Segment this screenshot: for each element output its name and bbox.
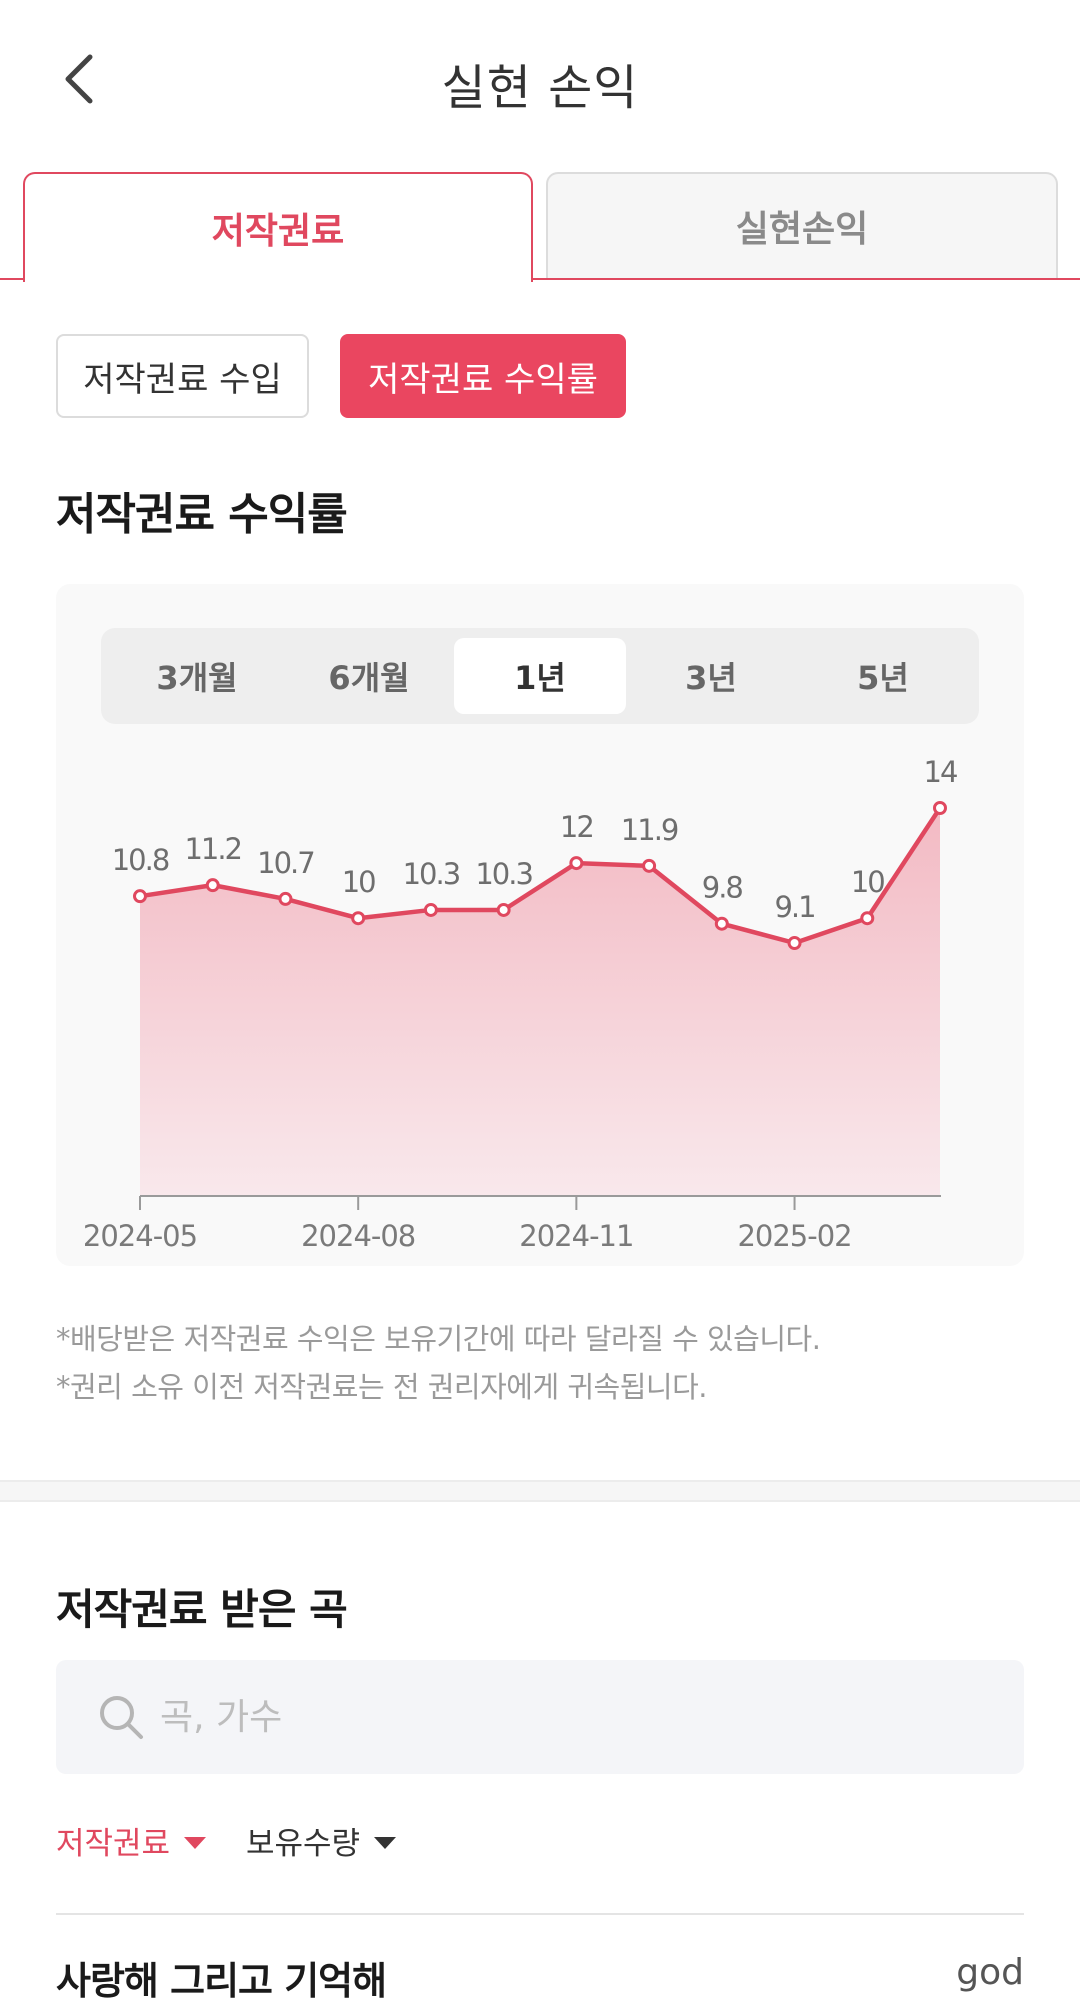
royalty-yield-button[interactable]: 저작권료 수익률 (340, 334, 626, 418)
series-line (139, 806, 942, 946)
data-point (714, 916, 729, 931)
filter-quantity-label: 보유수량 (246, 1826, 361, 1862)
data-label: 10 (342, 865, 375, 899)
period-selector: 3개월 6개월 1년 3년 5년 (101, 628, 979, 724)
main-tabs: 저작권료 실현손익 (0, 172, 1080, 282)
data-point (496, 902, 511, 917)
data-point (133, 889, 147, 904)
song-search-box[interactable] (56, 1660, 1024, 1774)
data-point (933, 801, 947, 815)
search-icon (100, 1696, 143, 1739)
data-point (787, 936, 802, 950)
data-label: 9.1 (774, 890, 814, 924)
data-point (351, 911, 366, 926)
royalty-income-button[interactable]: 저작권료 수입 (56, 334, 309, 418)
caret-down-icon (374, 1836, 397, 1849)
data-point (423, 902, 438, 917)
period-3m[interactable]: 3개월 (156, 659, 238, 697)
chevron-left-icon (65, 54, 93, 104)
period-3y[interactable]: 3년 (685, 659, 737, 697)
top-bar: 실현 손익 (0, 0, 1080, 160)
data-label: 14 (924, 755, 957, 789)
yield-chart: 2024-05 2024-08 2024-11 2025-02 10.8 11.2 10.… (83, 755, 959, 1253)
period-5y[interactable]: 5년 (857, 659, 909, 697)
section-divider (0, 1480, 1080, 1502)
period-1y[interactable]: 1년 (454, 638, 626, 714)
x-tick-label: 2024-08 (301, 1219, 415, 1253)
data-label: 10 (851, 865, 884, 899)
note-1: *배당받은 저작권료 수익은 보유기간에 따라 달라질 수 있습니다. (56, 1322, 821, 1356)
filter-royalty-label: 저작권료 (56, 1826, 171, 1862)
song-artist: god (956, 1952, 1024, 1993)
data-label: 12 (560, 810, 593, 844)
tab-baseline (0, 278, 1080, 280)
data-point (642, 858, 657, 873)
data-label: 9.8 (702, 871, 743, 905)
x-tick-label: 2024-05 (83, 1219, 197, 1253)
period-6m[interactable]: 6개월 (328, 659, 410, 697)
tab-royalty[interactable]: 저작권료 (23, 172, 533, 282)
note-2: *권리 소유 이전 저작권료는 전 권리자에게 귀속됩니다. (56, 1370, 708, 1404)
data-label: 10.3 (403, 857, 460, 891)
data-label: 11.2 (184, 832, 241, 866)
songs-section-title: 저작권료 받은 곡 (56, 1585, 348, 1634)
song-list-item[interactable]: 사랑해 그리고 기억해 god (56, 1950, 1024, 2003)
data-point (569, 856, 584, 871)
back-button[interactable] (50, 44, 110, 114)
data-label: 11.9 (621, 813, 678, 847)
chart-card: 3개월 6개월 1년 3년 5년 2024-05 2024-08 2024-11 20… (56, 584, 1024, 1266)
data-point (278, 891, 293, 906)
data-label: 10.3 (475, 857, 532, 891)
series-area (140, 808, 940, 1196)
filter-royalty-dropdown[interactable]: 저작권료 (56, 1818, 207, 1863)
page-title: 실현 손익 (441, 60, 639, 116)
chart-section-title: 저작권료 수익률 (56, 489, 348, 540)
tab-realized-pnl[interactable]: 실현손익 (546, 172, 1058, 278)
x-tick-label: 2025-02 (737, 1219, 851, 1253)
x-tick-label: 2024-11 (519, 1219, 633, 1253)
caret-down-icon (184, 1836, 207, 1849)
data-point (860, 911, 875, 926)
list-divider (56, 1913, 1024, 1915)
data-label: 10.8 (112, 843, 169, 877)
filter-quantity-dropdown[interactable]: 보유수량 (246, 1818, 397, 1863)
data-point (205, 878, 220, 893)
search-input[interactable] (160, 1696, 960, 1738)
data-label: 10.7 (257, 846, 314, 880)
song-title: 사랑해 그리고 기억해 (56, 1959, 387, 2003)
